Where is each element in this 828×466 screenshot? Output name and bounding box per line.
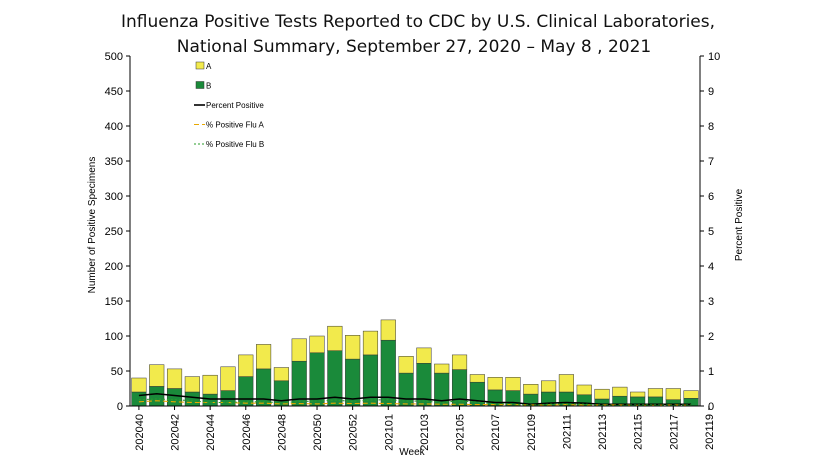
y2-axis-label: Percent Positive: [734, 188, 745, 261]
bar-a-202044: [202, 374, 218, 395]
bar-a-202105: [451, 354, 468, 370]
legend: A B Percent Positive % Positive Flu A % Posi…: [194, 61, 264, 149]
bar-a-202104: [434, 363, 450, 374]
lines-group: [138, 392, 692, 406]
bar-a-202107: [487, 377, 503, 391]
y-tick-label: 500: [105, 51, 123, 63]
y2-tick-label: 10: [708, 51, 720, 63]
x-tick-label: 202040: [134, 414, 146, 451]
bar-a-202118: [683, 390, 699, 399]
legend-swatch-b: [195, 81, 205, 89]
bar-a-202117: [665, 388, 681, 400]
bar-a-202047: [256, 344, 272, 370]
y-tick-label: 0: [117, 401, 123, 413]
x-tick-label: 202107: [490, 414, 502, 451]
y-tick-label: 450: [105, 86, 123, 98]
x-tick-label: 202113: [597, 414, 609, 450]
y2-tick-label: 1: [708, 366, 714, 378]
y-tick-label: 400: [105, 121, 123, 133]
bar-a-202111: [558, 374, 574, 393]
x-tick-label: 202048: [276, 414, 288, 451]
y-tick-label: 200: [105, 261, 123, 273]
y-tick-label: 150: [105, 296, 123, 308]
bar-a-202053: [362, 330, 379, 356]
y2-tick-label: 3: [708, 296, 714, 308]
y-tick-label: 350: [105, 156, 123, 168]
bar-b-202101: [380, 339, 396, 407]
bar-a-202045: [220, 366, 236, 391]
bar-a-202049: [291, 338, 307, 362]
bar-b-202047: [256, 368, 272, 407]
bar-a-202103: [416, 347, 432, 364]
bar-a-202046: [238, 354, 254, 377]
x-tick-label: 202046: [241, 414, 253, 451]
bar-a-202113: [594, 388, 610, 400]
bar-a-202110: [541, 380, 557, 393]
x-tick-label: 202111: [561, 414, 573, 449]
x-tick-label: 202117: [668, 414, 680, 450]
bar-a-202051: [327, 325, 343, 351]
y2-tick-label: 2: [708, 331, 714, 343]
y2-tick-label: 9: [708, 86, 714, 98]
x-tick-label: 202042: [170, 414, 182, 451]
bar-a-202116: [647, 388, 664, 398]
bar-a-202043: [184, 376, 200, 393]
bar-a-202040: [131, 377, 147, 393]
bar-b-202043: [184, 391, 200, 407]
legend-label-percent-positive: Percent Positive: [206, 101, 264, 110]
bar-a-202114: [612, 386, 628, 397]
y-tick-label: 250: [105, 226, 123, 238]
legend-label-positive-flu-b: % Positive Flu B: [206, 140, 264, 149]
x-tick-label: 202105: [455, 414, 467, 451]
bar-a-202048: [273, 367, 289, 382]
bar-a-202042: [166, 368, 183, 389]
y-tick-label: 100: [105, 331, 123, 343]
line--positive-flu-b: [138, 398, 692, 406]
bar-a-202106: [469, 374, 485, 383]
x-tick-label: 202115: [633, 414, 645, 450]
x-tick-label: 202119: [704, 414, 716, 450]
y2-tick-label: 4: [708, 261, 714, 273]
bar-a-202041: [149, 364, 165, 387]
y2-tick-label: 5: [708, 226, 714, 238]
bar-a-202108: [505, 377, 521, 391]
y2-tick-label: 0: [708, 401, 714, 413]
bar-a-202115: [630, 391, 646, 398]
bar-b-202041: [149, 386, 165, 407]
legend-label-a: A: [206, 62, 212, 71]
legend-swatch-a: [195, 61, 205, 70]
x-axis-label: Week: [399, 447, 425, 458]
chart-title: Influenza Positive Tests Reported to CDC…: [121, 12, 715, 32]
x-tick-label: 202050: [312, 414, 324, 451]
legend-label-b: B: [206, 82, 211, 91]
y2-tick-label: 8: [708, 121, 714, 133]
x-tick-label: 202044: [205, 414, 217, 451]
axes-group: 0 50 100 150 200 250 300 350 400 450 500 0 1 2 3 4 5 6 7 8 9…: [105, 51, 721, 451]
bar-b-202042: [166, 388, 183, 407]
x-tick-label: 202109: [526, 414, 538, 451]
bar-a-202052: [345, 335, 361, 360]
x-tick-label: 202052: [348, 414, 360, 451]
y2-tick-label: 6: [708, 191, 714, 203]
y-axis-label: Number of Positive Specimens: [87, 157, 98, 294]
bar-a-202112: [576, 384, 592, 396]
bar-a-202109: [523, 384, 539, 395]
line-percent-positive: [138, 392, 692, 406]
bar-a-202050: [309, 335, 325, 354]
y-tick-label: 50: [111, 366, 123, 378]
legend-label-positive-flu-a: % Positive Flu A: [206, 121, 264, 130]
x-tick-label: 202103: [419, 414, 431, 451]
chart-subtitle: National Summary, September 27, 2020 – M…: [177, 37, 651, 57]
x-tick-label: 202101: [383, 414, 395, 451]
bar-b-202044: [202, 393, 218, 407]
bar-a-202101: [380, 319, 396, 341]
y2-tick-label: 7: [708, 156, 714, 168]
bars-group: [131, 319, 699, 407]
y-tick-label: 300: [105, 191, 123, 203]
bar-a-202102: [398, 356, 414, 374]
